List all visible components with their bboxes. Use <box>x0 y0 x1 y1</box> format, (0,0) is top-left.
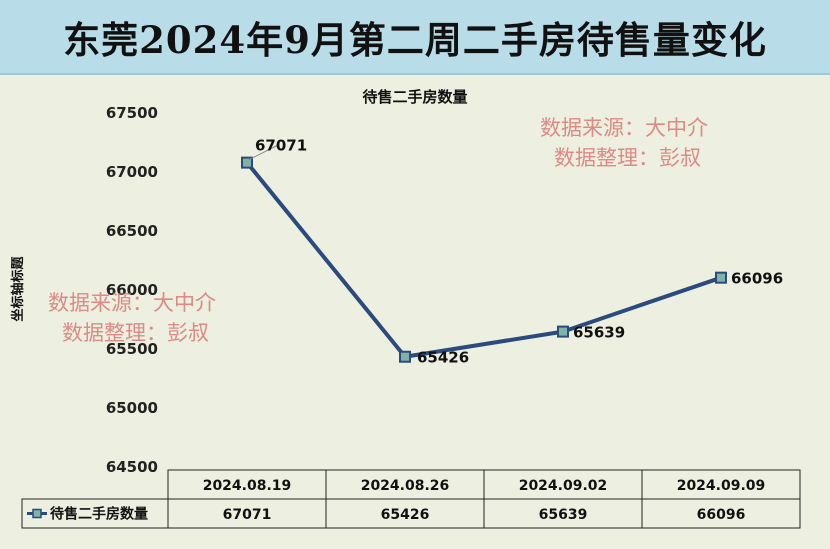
x-category-label: 2024.09.02 <box>519 478 608 494</box>
chart-title: 待售二手房数量 <box>362 88 467 106</box>
data-point <box>557 325 569 338</box>
y-axis-title: 坐标轴标题 <box>10 256 26 322</box>
line-chart: 待售二手房数量坐标轴标题6450065000655006600066500670… <box>10 88 801 529</box>
data-table-value: 65639 <box>539 507 588 523</box>
data-label: 67071 <box>255 137 307 155</box>
watermark-line-1: 数据来源：大中介 <box>48 291 216 315</box>
legend-marker <box>32 508 42 519</box>
data-label: 65426 <box>417 349 469 367</box>
data-label-leader <box>248 145 278 161</box>
watermark-line-2: 数据整理：彭叔 <box>62 321 209 345</box>
y-tick-label: 67500 <box>106 104 158 122</box>
data-table-value: 65426 <box>381 507 430 523</box>
x-category-label: 2024.09.09 <box>677 478 766 494</box>
data-table-value: 67071 <box>223 507 272 523</box>
data-label: 66096 <box>731 270 783 288</box>
y-tick-label: 64500 <box>106 458 158 476</box>
data-label: 65639 <box>573 324 625 342</box>
x-category-label: 2024.08.19 <box>203 478 292 494</box>
y-tick-label: 66000 <box>106 281 158 299</box>
legend-label: 待售二手房数量 <box>50 506 148 523</box>
watermark-top-right: 数据来源：大中介 数据整理：彭叔 <box>540 113 708 173</box>
watermark-left: 数据来源：大中介 数据整理：彭叔 <box>48 288 216 348</box>
y-tick-label: 66500 <box>106 222 158 240</box>
title-banner: 东莞2024年9月第二周二手房待售量变化 <box>0 0 830 75</box>
y-tick-label: 65000 <box>106 399 158 417</box>
data-point <box>399 350 411 363</box>
watermark-line-2: 数据整理：彭叔 <box>554 146 701 170</box>
y-tick-label: 67000 <box>106 163 158 181</box>
data-point <box>715 271 727 284</box>
data-table-value: 66096 <box>697 507 746 523</box>
y-tick-label: 65500 <box>106 340 158 358</box>
watermark-line-1: 数据来源：大中介 <box>540 116 708 140</box>
page-title: 东莞2024年9月第二周二手房待售量变化 <box>63 18 767 62</box>
x-category-label: 2024.08.26 <box>361 478 450 494</box>
data-point <box>241 156 253 169</box>
data-table-row <box>21 498 801 529</box>
series-line <box>245 161 722 359</box>
